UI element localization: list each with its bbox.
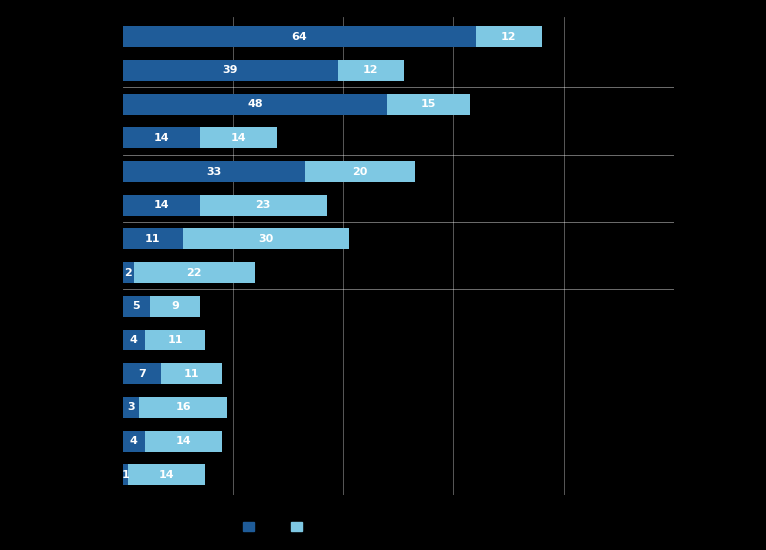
Bar — [123, 26, 476, 47]
Text: 1: 1 — [122, 470, 129, 480]
Text: 2: 2 — [124, 268, 132, 278]
Text: 64: 64 — [291, 32, 307, 42]
Bar — [123, 363, 161, 384]
Text: 4: 4 — [129, 436, 138, 446]
Bar — [123, 431, 145, 452]
Text: 11: 11 — [145, 234, 161, 244]
Text: 23: 23 — [256, 200, 271, 210]
Text: 11: 11 — [184, 368, 199, 379]
Text: 16: 16 — [175, 403, 191, 412]
Bar — [123, 464, 128, 485]
Text: 11: 11 — [167, 335, 183, 345]
Bar — [476, 26, 542, 47]
Bar — [200, 195, 326, 216]
Bar — [183, 228, 349, 249]
Text: 33: 33 — [206, 167, 221, 177]
Text: 14: 14 — [175, 436, 191, 446]
Bar — [145, 431, 222, 452]
Text: 20: 20 — [352, 167, 368, 177]
Bar — [139, 397, 228, 418]
Text: 14: 14 — [153, 133, 169, 143]
Bar — [123, 228, 183, 249]
Bar — [338, 60, 404, 81]
Bar — [123, 296, 150, 317]
Bar — [123, 128, 200, 148]
Bar — [123, 262, 133, 283]
Bar — [123, 195, 200, 216]
Bar — [388, 94, 470, 114]
Text: 9: 9 — [171, 301, 179, 311]
Text: 12: 12 — [501, 32, 516, 42]
Bar — [123, 60, 338, 81]
Bar — [145, 329, 205, 350]
Text: 48: 48 — [247, 99, 263, 109]
Bar — [123, 94, 388, 114]
Text: 14: 14 — [231, 133, 246, 143]
Text: 14: 14 — [159, 470, 175, 480]
Text: 14: 14 — [153, 200, 169, 210]
Bar — [161, 363, 222, 384]
Text: 15: 15 — [421, 99, 437, 109]
Bar — [133, 262, 255, 283]
Bar — [123, 161, 305, 182]
Text: 39: 39 — [222, 65, 238, 75]
Text: 12: 12 — [363, 65, 378, 75]
Text: 30: 30 — [258, 234, 273, 244]
Text: 5: 5 — [133, 301, 140, 311]
Bar — [123, 329, 145, 350]
Text: 22: 22 — [186, 268, 202, 278]
Bar — [123, 397, 139, 418]
Text: 7: 7 — [138, 368, 146, 379]
Bar — [128, 464, 205, 485]
Legend: , : , — [243, 522, 311, 532]
Bar — [150, 296, 200, 317]
Text: 3: 3 — [127, 403, 135, 412]
Bar — [200, 128, 277, 148]
Bar — [305, 161, 415, 182]
Text: 4: 4 — [129, 335, 138, 345]
